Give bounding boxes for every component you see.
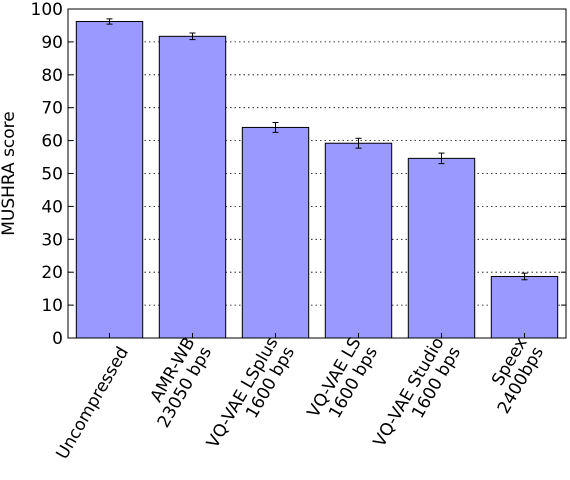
y-tick-label-4: 40 [41, 197, 63, 217]
bar-1 [158, 35, 227, 339]
x-tick-label-3: VQ-VAE LS1600 bps [304, 334, 382, 431]
bar-2 [241, 126, 310, 339]
x-tick-label-0: Uncompressed [53, 344, 134, 463]
x-tick-label-2: VQ-VAE LSplus1600 bps [203, 334, 299, 461]
y-tick-label-9: 90 [41, 33, 63, 53]
y-tick-label-8: 80 [41, 66, 63, 86]
y-tick-label-0: 0 [52, 329, 63, 349]
bar-3 [324, 142, 393, 339]
y-tick-label-1: 10 [41, 296, 63, 316]
y-tick-label-6: 60 [41, 132, 63, 152]
y-axis-title: MUSHRA score [0, 111, 19, 236]
bar-4 [407, 157, 476, 339]
x-tick-label-4: VQ-VAE Studio1600 bps [370, 334, 465, 460]
bar-0 [75, 21, 144, 339]
x-tick-label-1: AMR-WB23050 bps [137, 334, 216, 431]
bar-5 [490, 275, 559, 339]
x-tick-label-5: Speex2400bps [477, 334, 548, 417]
y-tick-label-2: 20 [41, 263, 63, 283]
y-tick-label-3: 30 [41, 230, 63, 250]
y-tick-label-10: 100 [31, 0, 63, 20]
y-tick-label-7: 70 [41, 99, 63, 119]
y-tick-label-5: 50 [41, 165, 63, 185]
